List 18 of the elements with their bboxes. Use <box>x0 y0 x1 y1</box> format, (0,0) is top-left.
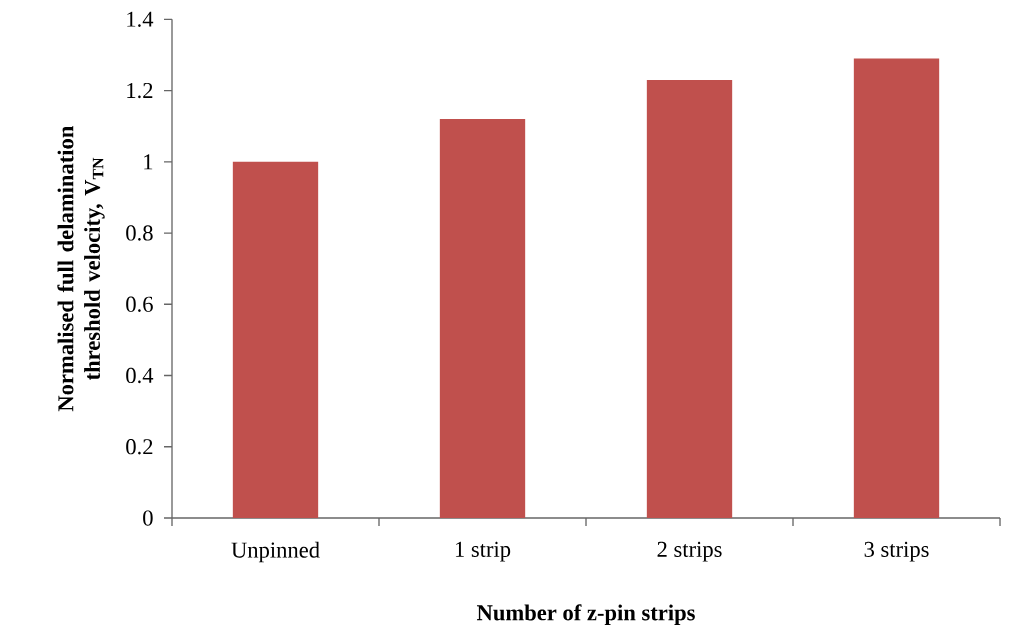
bar <box>232 161 319 518</box>
y-axis-title: Normalised full delamination threshold velocity, V$_{TN}$ <box>57 125 105 412</box>
x-tick-label: 2 strips <box>657 541 722 562</box>
y-tick-label: 1.2 <box>127 82 153 99</box>
x-axis-title: Number of z-pin strips <box>476 604 695 625</box>
y-tick-label: 0.8 <box>126 225 153 241</box>
y-tick-label: 1.4 <box>127 11 154 27</box>
x-tick-label: 1 strip <box>455 541 511 562</box>
bar <box>853 58 940 518</box>
x-tick-label: 3 strips <box>864 541 929 562</box>
bar <box>439 119 526 518</box>
x-tick-label: Unpinned <box>231 541 320 563</box>
y-tick-label: 0.2 <box>126 439 153 455</box>
bar <box>646 79 733 518</box>
y-tick-label: 0.4 <box>126 367 154 384</box>
y-tick-label: 0.6 <box>126 296 153 312</box>
y-tick-label: 1 <box>144 154 153 170</box>
y-tick-label: 0 <box>143 510 153 526</box>
